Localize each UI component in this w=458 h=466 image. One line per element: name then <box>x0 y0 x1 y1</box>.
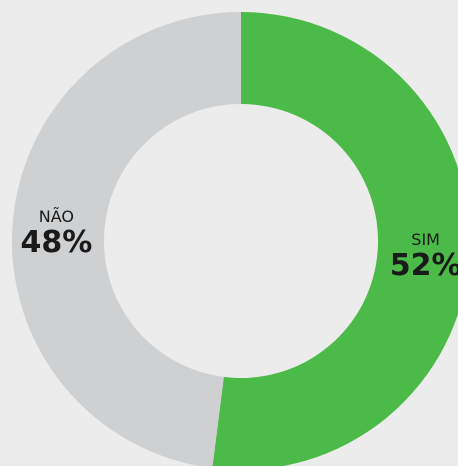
category-label: SIM <box>411 230 440 249</box>
donut-segment <box>212 12 458 466</box>
value-label: 48% <box>20 225 92 260</box>
donut-segment <box>12 12 241 466</box>
value-label: 52% <box>390 248 458 283</box>
category-label: NÃO <box>39 207 74 226</box>
